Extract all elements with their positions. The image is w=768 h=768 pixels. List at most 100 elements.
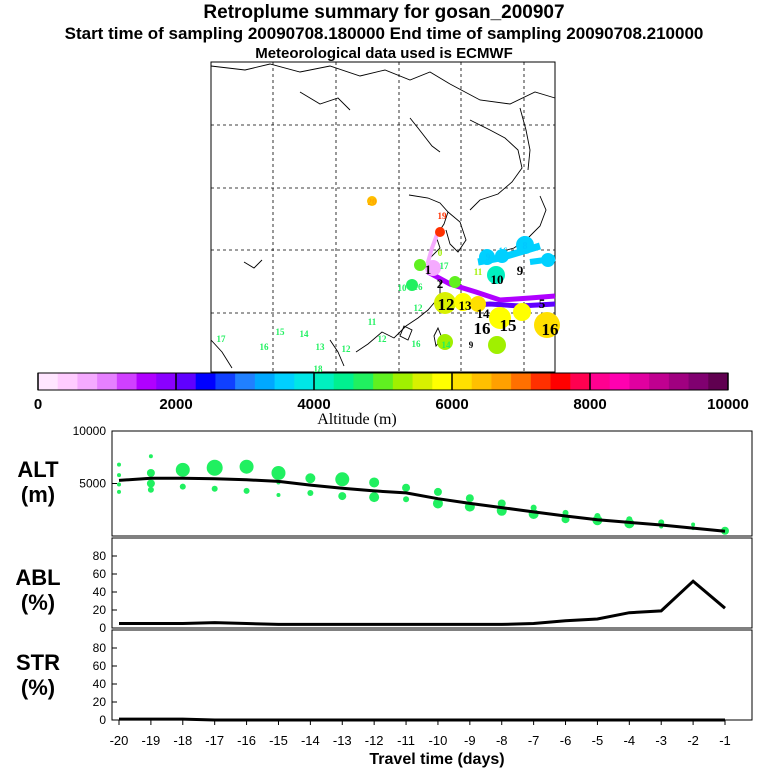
x-tick-label: -13 (333, 733, 352, 748)
trajectory-marker (425, 260, 441, 276)
colorbar-swatch (274, 373, 295, 390)
x-tick-label: -20 (110, 733, 129, 748)
colorbar-swatch (77, 373, 98, 390)
alt-scatter-point (243, 487, 250, 494)
abl-unit-label: (%) (21, 590, 55, 615)
alt-scatter-point (175, 462, 190, 477)
trajectory-marker (414, 259, 426, 271)
x-tick-label: -1 (719, 733, 731, 748)
map-day-label: 11 (474, 267, 483, 277)
y-tick-label: 5000 (79, 477, 106, 491)
series-line (119, 717, 725, 722)
y-tick-label: 20 (93, 603, 107, 617)
colorbar-swatch (57, 373, 78, 390)
coast-okhotsk (469, 119, 523, 211)
map-day-label: 12 (438, 295, 455, 314)
alt-scatter-point (146, 469, 155, 477)
alt-scatter-point (335, 472, 350, 487)
y-tick-label: 0 (99, 713, 106, 727)
y-tick-label: 0 (99, 621, 106, 635)
map-day-label: 16 (499, 246, 509, 256)
map-day-label: 12 (414, 303, 424, 313)
coast-korea (445, 211, 467, 253)
map-day-label: 14 (477, 306, 491, 321)
alt-scatter-point (271, 466, 286, 480)
trajectory-marker (513, 303, 531, 321)
x-tick-label: -11 (397, 733, 415, 748)
map-day-label: 13 (459, 298, 473, 313)
trajectory-marker (488, 336, 506, 354)
map-day-label: 9 (517, 263, 524, 278)
map-day-label: 10 (398, 283, 408, 293)
colorbar-tick-label: 2000 (159, 396, 192, 413)
map-day-label: 5 (539, 296, 546, 311)
colorbar-swatch (511, 373, 532, 390)
colorbar-swatch (353, 373, 374, 390)
alt-scatter-point (369, 477, 380, 488)
x-tick-label: -12 (365, 733, 384, 748)
alt-scatter-point (403, 496, 410, 503)
x-axis-title: Travel time (days) (369, 751, 504, 768)
x-tick-label: -9 (464, 733, 476, 748)
x-tick-label: -19 (141, 733, 160, 748)
map-day-label: 14 (442, 340, 452, 350)
map-day-label: 0 (438, 248, 443, 258)
trajectory-marker (487, 266, 505, 284)
colorbar-swatch (235, 373, 256, 390)
alt-unit-label: (m) (21, 482, 55, 507)
colorbar-title: Altitude (m) (317, 411, 397, 428)
colorbar-swatch (38, 373, 59, 390)
trajectory-marker (435, 227, 445, 237)
map-day-label: 18 (314, 364, 324, 374)
map-day-label: 13 (316, 342, 326, 352)
map-day-label: 12 (378, 334, 388, 344)
y-tick-label: 10000 (73, 424, 107, 438)
alt-scatter-point (305, 473, 316, 484)
x-tick-label: -16 (237, 733, 256, 748)
map-day-label: 1 (425, 262, 432, 277)
alt-panel-label: ALT (17, 457, 59, 482)
map-day-label: 14 (300, 329, 310, 339)
colorbar-swatch (156, 373, 177, 390)
alt-scatter-point (530, 504, 537, 511)
map-day-label: 20 (368, 197, 378, 207)
alt-scatter-point (402, 483, 411, 492)
colorbar-swatch (314, 373, 335, 390)
y-tick-label: 20 (93, 695, 107, 709)
coast-india (210, 339, 233, 369)
map-marker-circles (367, 196, 560, 354)
x-tick-label: -8 (496, 733, 508, 748)
x-tick-label: -18 (173, 733, 192, 748)
coastlines (210, 63, 556, 369)
alt-scatter-point (179, 483, 186, 490)
x-tick-label: -15 (269, 733, 288, 748)
alt-scatter-point (117, 489, 121, 494)
alt-plot: 5000 10000 (73, 424, 729, 535)
alt-scatter-point (117, 462, 121, 467)
coast-taiwan (433, 326, 443, 348)
colorbar-swatch (590, 373, 611, 390)
map-day-label: 19 (438, 211, 448, 221)
coast-kara (299, 91, 351, 111)
altitude-colorbar (37, 372, 729, 391)
colorbar-swatch (471, 373, 492, 390)
y-tick-label: 60 (93, 659, 107, 673)
map-day-label: 9 (469, 340, 474, 350)
alt-scatter-point (433, 487, 442, 496)
sampling-time-line: Start time of sampling 20090708.180000 E… (64, 24, 704, 43)
x-tick-label: -10 (429, 733, 448, 748)
colorbar-tick-label: 0 (34, 396, 42, 413)
coast-lake-balkhash (243, 259, 263, 269)
colorbar-swatch (530, 373, 552, 390)
x-tick-label: -14 (301, 733, 320, 748)
colorbar-swatch (452, 373, 473, 390)
colorbar-swatch (649, 373, 670, 390)
map-day-label: 12 (342, 344, 352, 354)
trajectory-marker (454, 293, 472, 311)
x-tick-label: -17 (205, 733, 224, 748)
alt-scatter-point (148, 454, 153, 459)
colorbar-swatch (373, 373, 394, 390)
trajectory-marker (437, 334, 453, 350)
trajectory-segment (426, 269, 556, 303)
